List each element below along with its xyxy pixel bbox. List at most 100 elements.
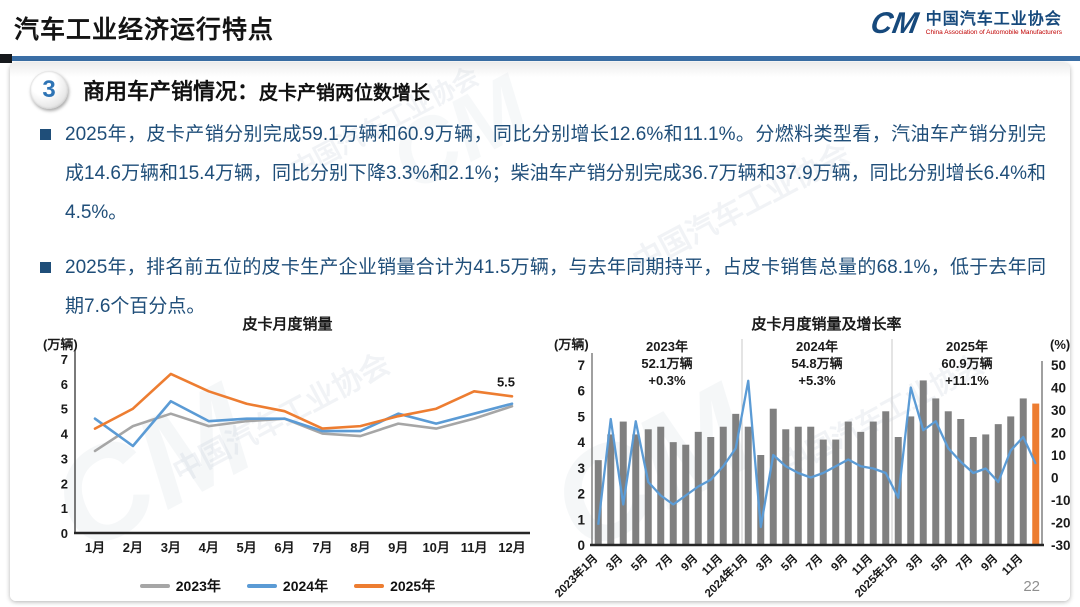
y-tick-label: 1 <box>61 501 68 516</box>
y-tick-left: 5 <box>577 409 585 424</box>
x-tick-label: 1月 <box>85 540 105 555</box>
legend-label: 2024年 <box>282 578 329 594</box>
sales-bar <box>669 442 677 545</box>
sales-bar <box>1019 398 1027 545</box>
legend-item-2024年: 2024年 <box>246 576 329 596</box>
header-divider <box>0 54 1080 63</box>
y-tick-left: 1 <box>577 512 585 527</box>
bullet-item: 2025年，排名前五位的皮卡生产企业销量合计为41.5万辆，与去年同期持平，占皮… <box>40 248 1046 326</box>
x-tick-label: 5月 <box>237 540 257 555</box>
year-annotation: 2023年 <box>646 339 688 354</box>
sales-bar <box>769 408 777 545</box>
y-tick-right: -20 <box>1051 516 1071 531</box>
y-tick-label: 0 <box>61 526 68 541</box>
sales-bar <box>757 455 765 545</box>
section-header: 3 商用车产销情况：皮卡产销两位数增长 <box>30 71 430 109</box>
sales-bar <box>807 426 815 545</box>
x-tick-label: 12月 <box>498 540 525 555</box>
legend-label: 2025年 <box>390 578 436 594</box>
sales-bar <box>957 419 965 545</box>
line-chart: (万辆) 0 1 2 3 4 5 6 7 1月 2月 3月 4月 5月 6月 7月 8月 9月 10月 11月 12月 5… <box>43 337 530 555</box>
bullet-text: 2025年，皮卡产销分别完成59.1万辆和60.9万辆，同比分别增长12.6%和… <box>65 124 1046 223</box>
y-tick-left: 4 <box>577 435 585 450</box>
sales-bar <box>944 411 952 545</box>
y-axis-unit-right: (%) <box>1050 337 1070 352</box>
logo-org-name-en: China Association of Automobile Manufact… <box>925 29 1062 36</box>
y-tick-label: 3 <box>61 451 68 466</box>
sales-bar <box>719 426 727 545</box>
chart-title: 皮卡月度销量及增长率 <box>751 316 902 333</box>
bullet-list: 2025年，皮卡产销分别完成59.1万辆和60.9万辆，同比分别增长12.6%和… <box>40 115 1046 342</box>
x-tick-label: 10月 <box>422 540 449 555</box>
x-tick-label: 8月 <box>350 540 370 555</box>
x-tick-label: 7月 <box>804 552 826 574</box>
sales-bar <box>932 398 940 545</box>
y-tick-right: -10 <box>1051 493 1071 508</box>
y-tick-right: 30 <box>1051 403 1066 418</box>
header: 汽车工业经济运行特点 CM 中国汽车工业协会 China Association… <box>0 0 1080 56</box>
y-tick-right: 0 <box>1051 471 1059 486</box>
section-title: 商用车产销情况： <box>83 79 260 104</box>
section-subtitle: 皮卡产销两位数增长 <box>259 83 431 104</box>
x-tick-label: 9月 <box>388 540 408 555</box>
year-annotation: 60.9万辆 <box>941 356 992 371</box>
sales-bar <box>732 413 740 545</box>
series-line-2023年 <box>93 404 514 453</box>
bullet-text: 2025年，排名前五位的皮卡生产企业销量合计为41.5万辆，与去年同期持平，占皮… <box>65 257 1046 317</box>
x-tick-label: 7月 <box>654 552 676 574</box>
sales-bar-highlight <box>1032 403 1040 545</box>
x-tick-label: 5月 <box>779 552 801 574</box>
year-annotation: 54.8万辆 <box>791 356 842 371</box>
sales-bar <box>607 434 615 545</box>
year-annotation: 2024年 <box>796 339 838 354</box>
y-tick-right: 50 <box>1051 358 1066 373</box>
year-annotation: +11.1% <box>945 373 989 388</box>
line-chart-canvas: (万辆) 0 1 2 3 4 5 6 7 1月 2月 3月 4月 5月 6月 7月 8月 9月 10月 11月 12月 5… <box>35 335 540 574</box>
x-tick-label: 3月 <box>604 552 626 574</box>
x-tick-label: 7月 <box>312 540 332 555</box>
y-tick-label: 7 <box>61 352 68 367</box>
y-tick-left: 3 <box>577 461 585 476</box>
x-tick-label: 9月 <box>679 552 701 574</box>
year-annotation: +5.3% <box>798 373 836 388</box>
sales-bar <box>844 421 852 545</box>
x-tick-label: 9月 <box>829 552 851 574</box>
y-tick-label: 2 <box>61 476 68 491</box>
x-tick-label: 2023年1月 <box>552 551 601 600</box>
sales-bar <box>857 431 865 545</box>
legend-line-swatch <box>354 584 385 588</box>
y-tick-right: 10 <box>1051 448 1066 463</box>
bullet-item: 2025年，皮卡产销分别完成59.1万辆和60.9万辆，同比分别增长12.6%和… <box>40 115 1046 232</box>
chart-monthly-sales: 皮卡月度销量 (万辆) 0 1 2 3 4 5 6 7 1月 2月 3月 4月 5月 6月 7月 8月 9月 10月… <box>35 313 540 607</box>
y-tick-right: -30 <box>1051 538 1071 553</box>
x-tick-label: 11月 <box>999 552 1025 578</box>
x-tick-label: 3月 <box>754 552 776 574</box>
x-tick-label: 5月 <box>929 552 951 574</box>
y-tick-label: 5 <box>61 402 68 417</box>
y-tick-label: 4 <box>61 427 69 442</box>
section-number-badge: 3 <box>30 71 68 109</box>
sales-bar <box>594 460 602 545</box>
year-annotation: 52.1万辆 <box>641 356 692 371</box>
sales-bar <box>907 416 915 545</box>
sales-bar <box>657 426 665 545</box>
sales-bar <box>782 429 790 545</box>
y-tick-right: 40 <box>1051 381 1066 396</box>
sales-bar <box>869 421 877 545</box>
chart-title: 皮卡月度销量 <box>242 316 333 333</box>
legend-item-2023年: 2023年 <box>139 576 221 596</box>
legend-line-swatch <box>246 584 277 588</box>
caam-logo: CM 中国汽车工业协会 China Association of Automob… <box>868 7 1062 40</box>
legend-line-swatch <box>139 584 170 588</box>
x-tick-label: 3月 <box>904 552 926 574</box>
legend-item-2025年: 2025年 <box>354 576 435 596</box>
sales-bar <box>707 437 715 545</box>
x-tick-label: 9月 <box>979 552 1001 574</box>
divider-corner-accent <box>0 54 12 63</box>
x-tick-label: 7月 <box>954 552 976 574</box>
sales-bar <box>982 434 990 545</box>
sales-bar <box>819 439 827 545</box>
x-tick-label: 5月 <box>629 552 651 574</box>
y-tick-left: 7 <box>577 358 585 373</box>
